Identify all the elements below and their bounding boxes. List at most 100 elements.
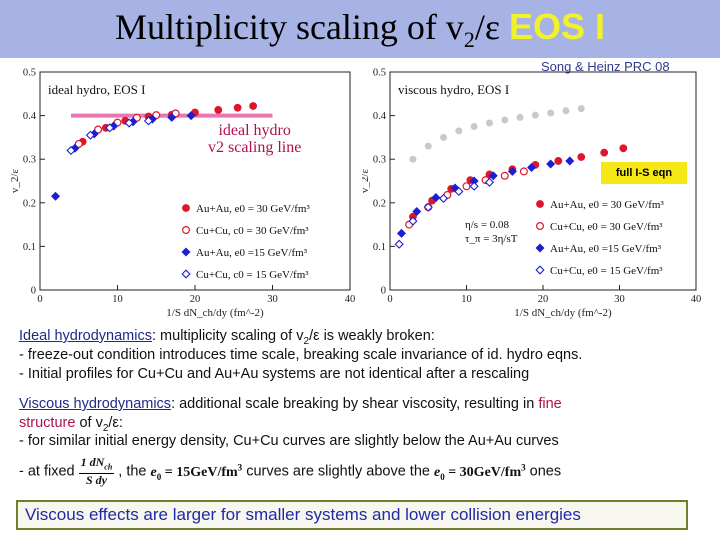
viscous-data-point: [600, 148, 609, 157]
viscous-y-tick-label: 0.2: [373, 198, 386, 209]
viscous-data-point: [396, 228, 406, 238]
ideal-data-point: [167, 112, 177, 122]
viscous-y-tick-label: 0.3: [373, 155, 386, 166]
viscous-x-tick-label: 40: [691, 294, 702, 305]
viscous-y-tick-label: 0.1: [373, 242, 386, 253]
viscous-data-point: [562, 107, 570, 115]
ideal-x-tick-label: 40: [345, 294, 356, 305]
e0-30-label: e0 = 30GeV/fm3: [433, 461, 526, 482]
viscous-data-point: [484, 177, 495, 187]
ideal-data-point: [143, 116, 154, 126]
viscous-y-tick-label: 0.5: [373, 68, 386, 79]
viscous-legend-label: Cu+Cu, e0 = 15 GeV/fm³: [550, 265, 663, 277]
viscous-data-point: [394, 239, 404, 249]
ideal-legend: Au+Au, e0 = 30 GeV/fm³ Cu+Cu, c0 = 30 GeV…: [181, 203, 310, 281]
viscous-data-point: [577, 153, 586, 161]
viscous-y-axis-label: v_2/ε: [362, 169, 371, 194]
ideal-data-point: [74, 139, 83, 148]
ideal-legend-marker: [181, 269, 191, 279]
multiplicity-fraction: 1 dNch S dy: [78, 455, 115, 488]
ideal-data-point: [66, 145, 76, 156]
viscous-x-tick-label: 0: [387, 294, 392, 305]
viscous-data-point: [424, 142, 432, 150]
viscous-parameter: η/s = 0.08: [465, 219, 510, 231]
ideal-hydro-plot: 0 10 20 30 40 0 0.1 0.2 0.3 0.4 0.5 1/S dN_ch/dy (f…: [9, 68, 356, 320]
viscous-data-point: [554, 157, 563, 165]
ideal-data-point: [249, 102, 258, 110]
ideal-bullet-1: - freeze-out condition introduces time s…: [19, 347, 583, 363]
ideal-data-point: [85, 130, 95, 140]
ideal-legend-marker: [182, 226, 191, 235]
viscous-data-point: [547, 109, 555, 117]
ideal-x-tick-label: 10: [112, 294, 123, 305]
ideal-data-point: [124, 118, 134, 128]
viscous-data-point: [619, 144, 628, 153]
title-bar: [0, 0, 720, 58]
viscous-x-tick-label: 30: [614, 294, 625, 305]
viscous-data-point: [500, 171, 509, 180]
ideal-x-tick-label: 20: [190, 294, 201, 305]
ideal-y-tick-label: 0.5: [23, 68, 36, 79]
e0-15-label: e0 = 15GeV/fm3: [150, 461, 243, 482]
viscous-legend-marker: [535, 243, 545, 253]
viscous-data-point: [527, 162, 537, 172]
viscous-data-point: [409, 155, 417, 163]
viscous-data-point: [531, 111, 539, 119]
viscous-data-point: [507, 166, 517, 176]
viscous-y-tick-label: 0: [381, 286, 386, 297]
viscous-series-4: [409, 105, 585, 163]
ideal-series-3: [66, 116, 154, 156]
viscous-x-axis-label: 1/S dN_ch/dy (fm^-2): [514, 307, 612, 319]
viscous-bullet-1: - for similar initial energy density, Cu…: [19, 433, 559, 449]
ideal-legend-label: Au+Au, e0 =15 GeV/fm³: [196, 247, 308, 259]
ideal-y-tick-label: 0.1: [23, 242, 36, 253]
viscous-data-point: [462, 182, 471, 191]
viscous-data-point: [485, 119, 493, 127]
slide-title: Multiplicity scaling of v2/ε EOS I: [114, 6, 606, 53]
viscous-x-tick-label: 20: [538, 294, 549, 305]
viscous-data-point: [516, 113, 524, 121]
ideal-legend-label: Cu+Cu, c0 = 15 GeV/fm³: [196, 269, 309, 281]
viscous-hydro-plot: 0 10 20 30 40 0 0.1 0.2 0.3 0.4 0.5 1/S dN_ch/dy (f…: [362, 68, 702, 320]
viscous-data-point: [470, 123, 478, 130]
ideal-y-tick-label: 0: [31, 286, 36, 297]
ideal-x-tick-label: 30: [267, 294, 278, 305]
viscous-legend-label: Au+Au, e0 = 30 GeV/fm³: [550, 199, 664, 211]
ideal-y-tick-label: 0.2: [23, 198, 36, 209]
viscous-data-point: [488, 171, 498, 181]
ideal-y-tick-label: 0.4: [23, 111, 37, 122]
viscous-data-point: [423, 202, 433, 212]
viscous-series-2: [396, 156, 575, 238]
viscous-x-tick-label: 10: [461, 294, 472, 305]
viscous-panel-label: viscous hydro, EOS I: [398, 82, 509, 97]
ideal-y-tick-label: 0.3: [23, 155, 36, 166]
viscous-data-point: [565, 156, 575, 166]
ideal-data-point: [94, 125, 103, 134]
ideal-x-tick-label: 0: [37, 294, 42, 305]
viscous-data-point: [412, 207, 422, 217]
viscous-y-tick-label: 0.4: [373, 111, 387, 122]
viscous-data-point: [408, 216, 418, 226]
reference-credit: Song & Heinz PRC 08: [541, 59, 670, 74]
ideal-legend-marker: [182, 204, 190, 212]
ideal-data-point: [50, 191, 61, 201]
ideal-data-point: [214, 106, 223, 114]
viscous-data-point: [438, 193, 449, 204]
ideal-panel-label: ideal hydro, EOS I: [48, 82, 145, 97]
ideal-scaling-annotation: ideal hydro v2 scaling line: [208, 122, 302, 156]
viscous-data-point: [455, 127, 463, 135]
viscous-legend-marker: [535, 265, 545, 275]
viscous-bullet-2: - at fixed 1 dNch S dy, the e0 = 15GeV/fm3…: [19, 455, 562, 488]
viscous-parameter: τ_π = 3η/sT: [465, 233, 518, 245]
ideal-hydro-heading: Ideal hydrodynamics: multiplicity scalin…: [19, 328, 435, 347]
ideal-y-axis-label: v_2/ε: [9, 169, 21, 194]
viscous-legend-label: Au+Au, e0 =15 GeV/fm³: [550, 243, 662, 255]
viscous-data-point: [501, 116, 509, 124]
ideal-x-axis-label: 1/S dN_ch/dy (fm^-2): [166, 307, 264, 319]
ideal-data-point: [105, 123, 115, 133]
ideal-data-point: [233, 103, 242, 112]
ideal-legend-marker: [181, 247, 191, 257]
ideal-series-2: [50, 111, 196, 201]
viscous-series-3: [394, 177, 495, 249]
ideal-legend-label: Au+Au, e0 = 30 GeV/fm³: [196, 203, 310, 215]
